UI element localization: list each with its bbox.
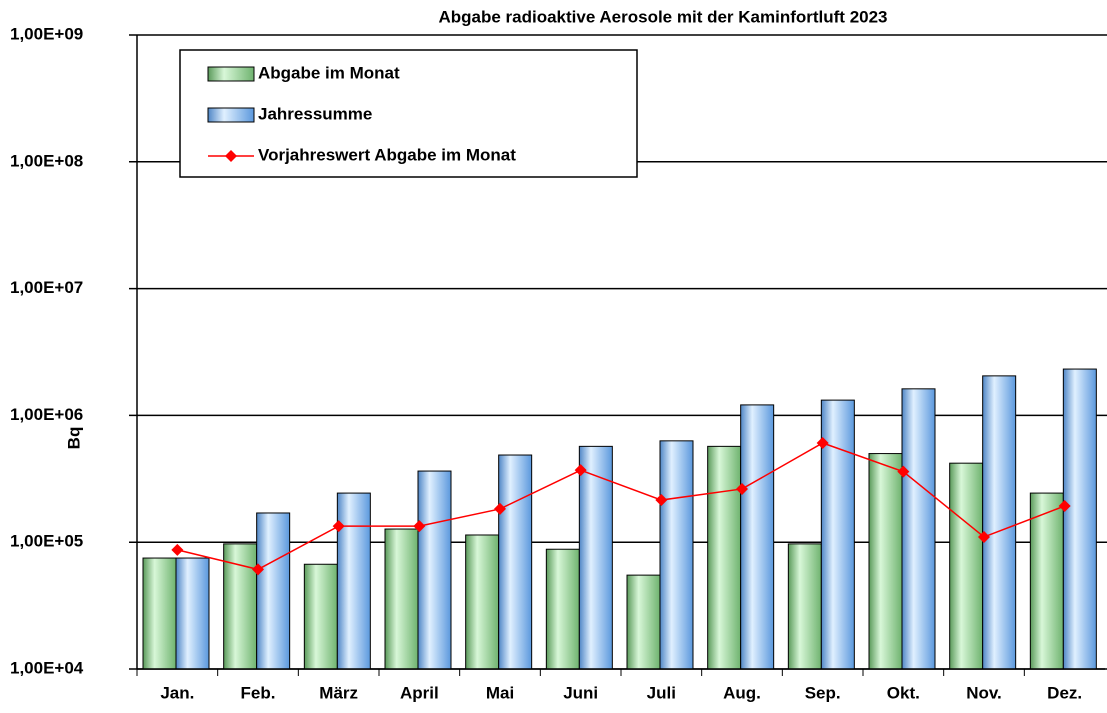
line — [177, 442, 1065, 571]
bar — [578, 445, 613, 670]
legend-swatch — [207, 107, 255, 123]
x-tick-label: April — [400, 683, 439, 702]
bar — [417, 470, 452, 670]
bar — [949, 462, 984, 670]
bar — [465, 534, 500, 670]
x-tick-label: Jan. — [160, 683, 194, 702]
line-marker — [897, 465, 910, 478]
line-marker — [816, 436, 829, 449]
bar — [303, 563, 338, 670]
line-marker — [252, 563, 264, 576]
bar — [659, 440, 694, 670]
bar — [982, 375, 1017, 670]
y-tick-label: 1,00E+04 — [10, 658, 84, 677]
bar — [1062, 368, 1097, 670]
line-marker — [171, 543, 184, 556]
x-tick-label: Nov. — [966, 683, 1002, 702]
bar — [256, 512, 291, 670]
y-tick-label: 1,00E+08 — [10, 151, 83, 170]
y-tick-label: 1,00E+05 — [10, 532, 83, 551]
bar — [498, 454, 533, 670]
x-tick-label: März — [319, 683, 358, 702]
legend-label: Abgabe im Monat — [258, 63, 400, 82]
y-tick-label: 1,00E+07 — [10, 278, 83, 297]
bar — [1029, 492, 1064, 670]
x-tick-label: Sep. — [805, 683, 841, 702]
line-marker — [1058, 499, 1071, 512]
bar — [142, 557, 177, 670]
x-tick-label: Aug. — [723, 683, 761, 702]
bar — [820, 399, 855, 670]
x-tick-label: Feb. — [241, 683, 276, 702]
line-marker — [574, 464, 587, 477]
line-marker — [978, 530, 990, 543]
legend-label: Vorjahreswert Abgabe im Monat — [258, 145, 516, 164]
line-marker — [413, 520, 426, 533]
line-marker — [655, 494, 668, 507]
bar — [868, 453, 903, 670]
x-tick-label: Mai — [486, 683, 514, 702]
bar — [384, 528, 419, 670]
legend-marker — [225, 150, 237, 162]
bar — [787, 543, 822, 670]
x-tick-label: Okt. — [887, 683, 920, 702]
legend-box — [179, 49, 638, 178]
x-tick-label: Dez. — [1047, 683, 1082, 702]
chart-title: Abgabe radioaktive Aerosole mit der Kami… — [438, 7, 887, 26]
y-tick-label: 1,00E+06 — [10, 405, 83, 424]
bar — [545, 548, 580, 670]
y-axis-label: Bq — [64, 427, 83, 450]
legend-label: Jahressumme — [258, 104, 372, 123]
x-tick-label: Juni — [563, 683, 598, 702]
bar — [740, 404, 775, 670]
y-tick-label: 1,00E+09 — [10, 24, 83, 43]
line-marker — [494, 502, 506, 515]
bar — [626, 574, 661, 670]
legend-swatch — [207, 66, 255, 82]
bar — [175, 557, 210, 670]
line-marker — [736, 482, 748, 495]
bar — [901, 388, 936, 670]
bar — [707, 445, 742, 670]
x-tick-label: Juli — [647, 683, 676, 702]
bar — [336, 492, 371, 670]
line-marker — [332, 520, 345, 533]
